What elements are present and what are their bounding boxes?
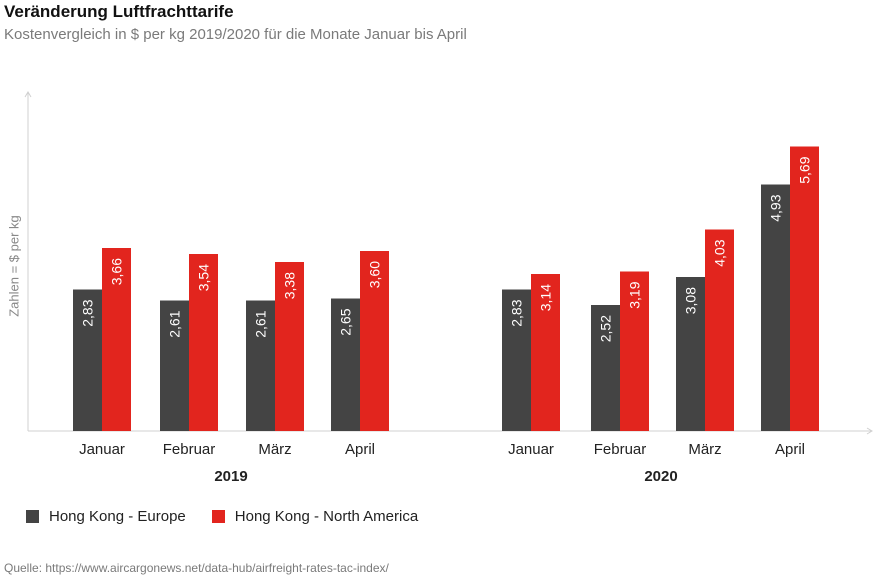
bar-2020-märz-europe bbox=[676, 277, 705, 431]
chart-subtitle: Kostenvergleich in $ per kg 2019/2020 fü… bbox=[4, 26, 467, 43]
data-label-2020-januar-europe: 2,83 bbox=[509, 299, 525, 326]
bar-2020-februar-north-america bbox=[620, 271, 649, 431]
bar-2019-februar-europe bbox=[160, 300, 189, 431]
legend-item-europe: Hong Kong - Europe bbox=[26, 508, 186, 525]
data-label-2019-januar-north-america: 3,66 bbox=[109, 258, 125, 285]
data-label-2020-februar-north-america: 3,19 bbox=[627, 281, 643, 308]
bar-2020-februar-europe bbox=[591, 305, 620, 431]
source-note: Quelle: https://www.aircargonews.net/dat… bbox=[4, 561, 389, 575]
x-tick-label-2019-märz: März bbox=[258, 441, 291, 458]
bar-2019-januar-europe bbox=[73, 289, 102, 431]
chart-title: Veränderung Luftfrachttarife bbox=[4, 2, 234, 21]
x-tick-label-2019-april: April bbox=[345, 441, 375, 458]
data-label-2019-april-europe: 2,65 bbox=[338, 308, 354, 335]
bar-2020-april-north-america bbox=[790, 146, 819, 431]
group-label-2019: 2019 bbox=[214, 468, 247, 485]
x-axis-arrow bbox=[866, 427, 873, 435]
bar-2019-februar-north-america bbox=[189, 254, 218, 431]
data-label-2020-april-europe: 4,93 bbox=[768, 194, 784, 221]
bar-2019-april-north-america bbox=[360, 251, 389, 431]
legend-swatch-europe bbox=[26, 510, 39, 523]
x-tick-label-2020-märz: März bbox=[688, 441, 721, 458]
bar-2019-märz-north-america bbox=[275, 262, 304, 431]
legend-item-north-america: Hong Kong - North America bbox=[211, 508, 419, 525]
bar-2019-januar-north-america bbox=[102, 248, 131, 431]
bar-2019-märz-europe bbox=[246, 300, 275, 431]
data-label-2019-februar-north-america: 3,54 bbox=[196, 264, 212, 291]
x-tick-label-2020-februar: Februar bbox=[594, 441, 647, 458]
bar-2020-januar-europe bbox=[502, 289, 531, 431]
bar-2020-märz-north-america bbox=[705, 229, 734, 431]
data-label-2020-märz-north-america: 4,03 bbox=[712, 239, 728, 266]
x-tick-label-2020-april: April bbox=[775, 441, 805, 458]
data-label-2020-april-north-america: 5,69 bbox=[797, 156, 813, 183]
bar-chart: 2,83 3,66 Januar 2,61 3,54 Februar 2,61 3,38 Mär… bbox=[24, 91, 873, 485]
data-label-2019-märz-north-america: 3,38 bbox=[282, 272, 298, 299]
x-tick-label-2020-januar: Januar bbox=[508, 441, 554, 458]
data-label-2020-märz-europe: 3,08 bbox=[683, 287, 699, 314]
group-label-2020: 2020 bbox=[644, 468, 677, 485]
data-label-2020-januar-north-america: 3,14 bbox=[538, 284, 554, 311]
data-label-2019-april-north-america: 3,60 bbox=[367, 261, 383, 288]
legend-swatch-north-america bbox=[211, 510, 225, 523]
data-label-2020-februar-europe: 2,52 bbox=[598, 315, 614, 342]
x-tick-label-2019-februar: Februar bbox=[163, 441, 216, 458]
x-tick-label-2019-januar: Januar bbox=[79, 441, 125, 458]
data-label-2019-februar-europe: 2,61 bbox=[167, 310, 183, 337]
data-label-2019-märz-europe: 2,61 bbox=[253, 310, 269, 337]
legend: Hong Kong - Europe Hong Kong - North Ame… bbox=[26, 508, 444, 525]
bar-2019-april-europe bbox=[331, 298, 360, 431]
legend-label-north-america: Hong Kong - North America bbox=[234, 508, 419, 525]
legend-label-europe: Hong Kong - Europe bbox=[49, 508, 186, 525]
data-label-2019-januar-europe: 2,83 bbox=[80, 299, 96, 326]
bar-2020-april-europe bbox=[761, 184, 790, 431]
y-axis-arrow bbox=[24, 91, 32, 98]
bar-2020-januar-north-america bbox=[531, 274, 560, 431]
